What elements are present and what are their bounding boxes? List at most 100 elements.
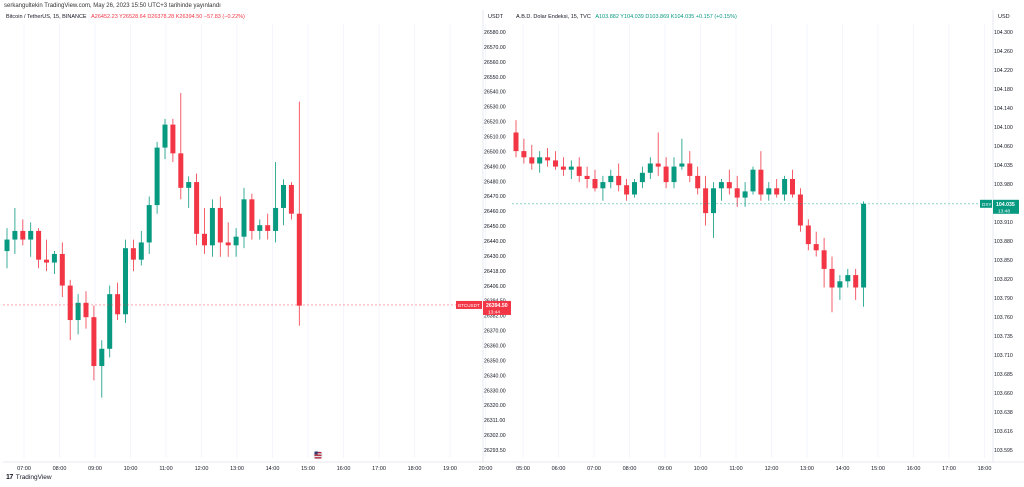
dxy-candle-body xyxy=(545,157,551,161)
btc-y-tick-label: 26302.00 xyxy=(484,433,506,439)
dxy-candle-body xyxy=(853,275,859,288)
dxy-x-tick-label: 15:00 xyxy=(871,466,885,472)
btc-candle-body xyxy=(83,302,89,318)
dxy-candle-body xyxy=(711,188,716,214)
dxy-x-tick-label: 18:00 xyxy=(978,466,992,472)
btc-time-axis[interactable]: 07:00 08:00 09:00 10:00 11:00 12:00 13:00 14:00… xyxy=(17,466,492,472)
btc-x-tick-label: 12:00 xyxy=(195,466,209,472)
dxy-last-price-text: 104.035 xyxy=(996,202,1015,208)
btc-symbol-title[interactable]: Bitcoin / TetherUS, 15, BINANCE xyxy=(6,14,87,20)
dxy-x-tick-label: 07:00 xyxy=(587,466,601,472)
dxy-x-tick-label: 09:00 xyxy=(658,466,672,472)
dxy-candle-body xyxy=(718,182,724,189)
btc-candle-body xyxy=(75,302,81,321)
btc-candle-body xyxy=(12,230,18,240)
dxy-y-tick-label: 103.880 xyxy=(994,239,1013,245)
dxy-candle-body xyxy=(758,169,764,195)
btc-candle-body xyxy=(138,242,144,260)
btc-y-tick-label: 26450.00 xyxy=(484,224,506,230)
publish-info: serkangultekin TradingView.com, May 26, … xyxy=(4,3,221,9)
btc-candle-body xyxy=(288,184,294,214)
btc-candle-body xyxy=(225,242,231,246)
dxy-candle-body xyxy=(703,188,709,214)
dxy-countdown-text: 13:48 xyxy=(998,208,1010,214)
dxy-y-tick-label: 103.735 xyxy=(994,334,1013,340)
dxy-y-tick-label: 103.660 xyxy=(994,391,1013,397)
btc-x-tick-label: 11:00 xyxy=(159,466,172,472)
btc-y-tick-label: 26480.00 xyxy=(484,179,506,185)
btc-candle-body xyxy=(209,207,215,246)
btc-x-tick-label: 14:00 xyxy=(266,466,280,472)
dxy-y-tick-label: 103.595 xyxy=(994,448,1013,454)
dxy-candle-body xyxy=(624,185,630,195)
tradingview-logo: 17 xyxy=(6,474,13,481)
dxy-x-tick-label: 11:00 xyxy=(729,466,742,472)
dxy-candle-body xyxy=(726,182,732,189)
dxy-candle-body xyxy=(845,275,851,282)
dxy-y-tick-label: 104.260 xyxy=(994,49,1013,55)
dxy-symbol-title[interactable]: A.B.D. Dolar Endeksi, 15, TVC xyxy=(516,14,591,20)
btc-y-tick-label: 26382.00 xyxy=(484,314,506,320)
dxy-candle-body xyxy=(584,175,590,179)
btc-grid xyxy=(3,10,522,463)
btc-y-tick-label: 26510.00 xyxy=(484,135,506,141)
btc-price-axis[interactable]: 26580.00 26570.00 26560.00 26550.00 26540.00… xyxy=(484,30,506,454)
btc-title-bar: Bitcoin / TetherUS, 15, BINANCE A26452.2… xyxy=(6,14,245,20)
btc-x-tick-label: 19:00 xyxy=(443,466,457,472)
btc-candle-body xyxy=(162,124,168,148)
dxy-candle-body xyxy=(568,166,574,170)
dxy-candle-body xyxy=(805,225,811,245)
dxy-candle-body xyxy=(742,191,748,198)
btc-y-tick-label: 26430.00 xyxy=(484,254,506,260)
btc-y-tick-label: 26560.00 xyxy=(484,60,506,66)
dxy-candle-body xyxy=(655,163,661,167)
btc-y-tick-label: 26550.00 xyxy=(484,75,506,81)
btc-y-tick-label: 26570.00 xyxy=(484,45,506,51)
tradingview-footer[interactable]: 17 TradingView xyxy=(6,474,52,481)
dxy-candle-body xyxy=(553,160,558,167)
dxy-candle-body xyxy=(608,175,614,183)
btc-x-tick-label: 10:00 xyxy=(124,466,138,472)
btc-candle-body xyxy=(44,259,49,263)
btc-x-tick-label: 15:00 xyxy=(301,466,315,472)
dxy-y-tick-label: 104.140 xyxy=(994,106,1013,112)
dxy-x-tick-label: 06:00 xyxy=(552,466,566,472)
dxy-x-tick-label: 08:00 xyxy=(623,466,637,472)
btc-candle-body xyxy=(123,248,128,315)
btc-candle-body xyxy=(296,213,302,306)
dxy-y-tick-label: 103.820 xyxy=(994,277,1013,283)
dxy-candle-body xyxy=(671,166,677,183)
btc-y-tick-label: 26530.00 xyxy=(484,105,506,111)
btc-candle-body xyxy=(59,253,65,286)
btc-candle-body xyxy=(202,233,207,246)
dxy-candle-body xyxy=(821,250,827,269)
dxy-y-tick-label: 104.060 xyxy=(994,144,1013,150)
btc-candle-body xyxy=(107,294,113,349)
btc-candle-body xyxy=(186,182,192,188)
btc-y-tick-label: 26460.00 xyxy=(484,209,506,215)
dxy-candle-body xyxy=(813,244,819,251)
dxy-candle-body xyxy=(537,157,543,164)
dxy-price-axis[interactable]: 104.300 104.260 104.220 104.180 104.140 104.1… xyxy=(994,30,1013,454)
dxy-y-tick-label: 104.100 xyxy=(994,125,1013,131)
dxy-candle-body xyxy=(837,281,843,288)
btc-y-tick-label: 26311.00 xyxy=(484,418,505,424)
btc-y-tick-label: 26440.00 xyxy=(484,239,506,245)
btc-candle-body xyxy=(20,230,26,240)
dxy-y-tick-label: 103.616 xyxy=(994,429,1013,435)
btc-x-tick-label: 17:00 xyxy=(372,466,386,472)
dxy-time-axis[interactable]: 05:00 06:00 07:00 08:00 09:00 10:00 11:00 12:00… xyxy=(516,466,991,472)
btc-candle-body xyxy=(281,184,286,208)
dxy-candle-body xyxy=(513,132,519,152)
dxy-candle-body xyxy=(600,182,606,189)
btc-y-tick-label: 26500.00 xyxy=(484,149,506,155)
dxy-candle-body xyxy=(790,179,795,195)
dxy-candle-body xyxy=(750,169,756,192)
btc-currency-label: USDT xyxy=(488,14,503,20)
btc-candle-body xyxy=(130,248,136,260)
dxy-y-tick-label: 104.035 xyxy=(994,163,1013,169)
btc-candle-body xyxy=(170,124,176,154)
dxy-candle-body xyxy=(521,151,527,158)
dxy-y-tick-label: 103.850 xyxy=(994,258,1013,264)
